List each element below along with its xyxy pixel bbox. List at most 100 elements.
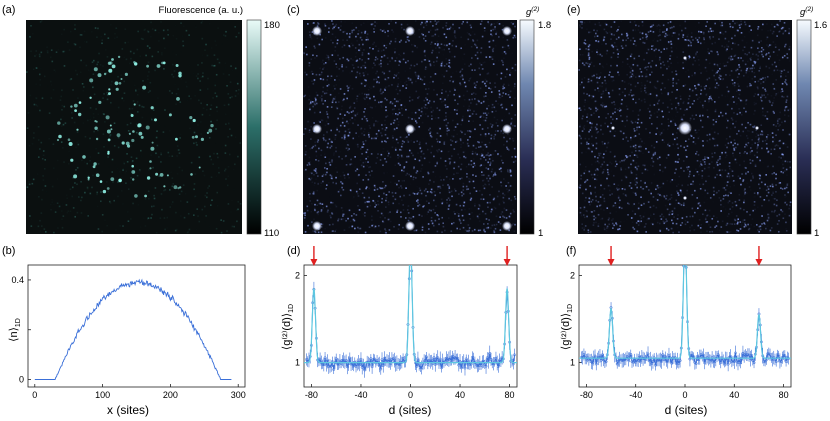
panel-label-b: (b)	[2, 245, 15, 257]
g2-data-point	[359, 357, 363, 361]
x-tick-label: 0	[408, 390, 413, 400]
correlation-peak	[502, 221, 512, 231]
colorbar-c	[519, 19, 535, 235]
density-profile-plot: 0 100 200 300 0 0.4	[11, 264, 246, 400]
atom-dot	[161, 61, 164, 65]
atom-dot	[131, 138, 135, 143]
atom-dot	[95, 137, 99, 141]
g2-data-point	[433, 363, 437, 366]
atom-dot	[89, 96, 92, 100]
atom-dot	[154, 118, 157, 122]
g2-data-point	[409, 241, 411, 243]
arrow-head	[503, 259, 511, 266]
g2-data-point	[615, 362, 619, 366]
atom-dot	[134, 62, 138, 66]
g2-data-point	[702, 353, 705, 357]
atom-dot	[94, 126, 98, 130]
g2-data-point	[783, 354, 787, 358]
g2-data-point	[332, 368, 336, 371]
g2-data-point	[416, 357, 420, 361]
colorbar-title-a: Fluorescence (a. u.)	[159, 5, 243, 16]
atom-dot	[155, 172, 159, 176]
atom-dot	[133, 103, 136, 106]
atom-dot	[140, 135, 144, 139]
atom-dot	[146, 64, 150, 68]
g2-data-point	[663, 354, 667, 358]
ylabel-b: ⟨n⟩1D	[8, 318, 22, 342]
atom-dot	[114, 81, 119, 86]
g2-data-point	[752, 361, 756, 365]
panel-label-d: (d)	[287, 245, 300, 257]
g2-data-point	[420, 366, 424, 369]
arrow-head	[310, 259, 318, 266]
g2-data-point	[369, 357, 373, 361]
atom-dot	[56, 138, 60, 142]
colorbar-title-c: g(2)	[526, 6, 539, 18]
x-tick-label: -40	[629, 390, 642, 400]
g2-data-point	[694, 362, 698, 366]
g2-data-point	[678, 359, 682, 363]
atom-dot	[58, 134, 62, 139]
atom-dot	[99, 180, 103, 183]
g2-data-point	[775, 353, 779, 357]
g2-data-line	[581, 265, 789, 366]
cbar-min-c: 1	[538, 228, 543, 239]
x-tick-label: 0	[32, 390, 37, 400]
atom-dot	[173, 185, 178, 190]
atom-dot	[179, 186, 182, 189]
atom-dot	[168, 113, 172, 117]
g2-data-point	[484, 364, 488, 368]
atom-dot	[89, 78, 94, 83]
g2-data-point	[485, 356, 489, 360]
g2-data-point	[784, 359, 788, 363]
g2-data-point	[457, 363, 461, 367]
g2-data-point	[381, 364, 385, 367]
atom-dot	[189, 116, 193, 120]
g2-data-point	[380, 358, 384, 362]
atom-dot	[175, 137, 178, 141]
atom-dot	[73, 103, 78, 108]
y-tick-label: 1	[295, 358, 300, 368]
atom-dot	[103, 72, 107, 76]
g2-data-point	[470, 355, 474, 359]
g2-data-point	[401, 356, 405, 360]
g2-data-point	[456, 356, 460, 360]
y-tick-label: 0.4	[11, 275, 24, 285]
fluorescence-image	[26, 20, 242, 234]
x-tick-label: 100	[95, 390, 110, 400]
g2-data-point	[703, 361, 707, 365]
atom-dot	[78, 112, 82, 117]
x-tick-label: 80	[779, 390, 789, 400]
atom-dot	[87, 178, 90, 181]
correlation-peak	[405, 221, 415, 231]
g2-map-e	[578, 20, 792, 234]
atom-dot	[110, 177, 115, 182]
g2-data-point	[669, 361, 673, 365]
g2-data-point	[358, 363, 362, 367]
atom-dot	[92, 165, 96, 169]
cbar-min-a: 110	[264, 228, 279, 239]
g2-data-point	[645, 354, 649, 358]
g2-data-point	[741, 351, 745, 355]
correlation-peak	[683, 196, 687, 200]
atom-dot	[120, 78, 123, 80]
panel-label-a: (a)	[2, 4, 15, 16]
atom-dot	[198, 166, 201, 169]
atom-dot	[149, 160, 152, 163]
atom-dot	[132, 178, 135, 181]
atom-dot	[95, 173, 100, 177]
correlation-peak	[502, 26, 512, 36]
atom-dot	[111, 58, 114, 61]
g2-data-point	[779, 360, 783, 364]
panel-label-f: (f)	[566, 245, 576, 257]
atom-dot	[124, 72, 128, 76]
atom-dot	[210, 123, 214, 128]
atom-dot	[108, 68, 113, 73]
atom-dot	[73, 174, 78, 179]
atom-dot	[156, 64, 161, 68]
ylabel-d: ⟨g⁽²⁾(d)⟩1D	[281, 304, 295, 350]
atom-dot	[128, 132, 131, 135]
atom-dot	[192, 118, 196, 123]
g2-data-point	[436, 356, 440, 360]
cbar-max-a: 180	[264, 20, 280, 31]
